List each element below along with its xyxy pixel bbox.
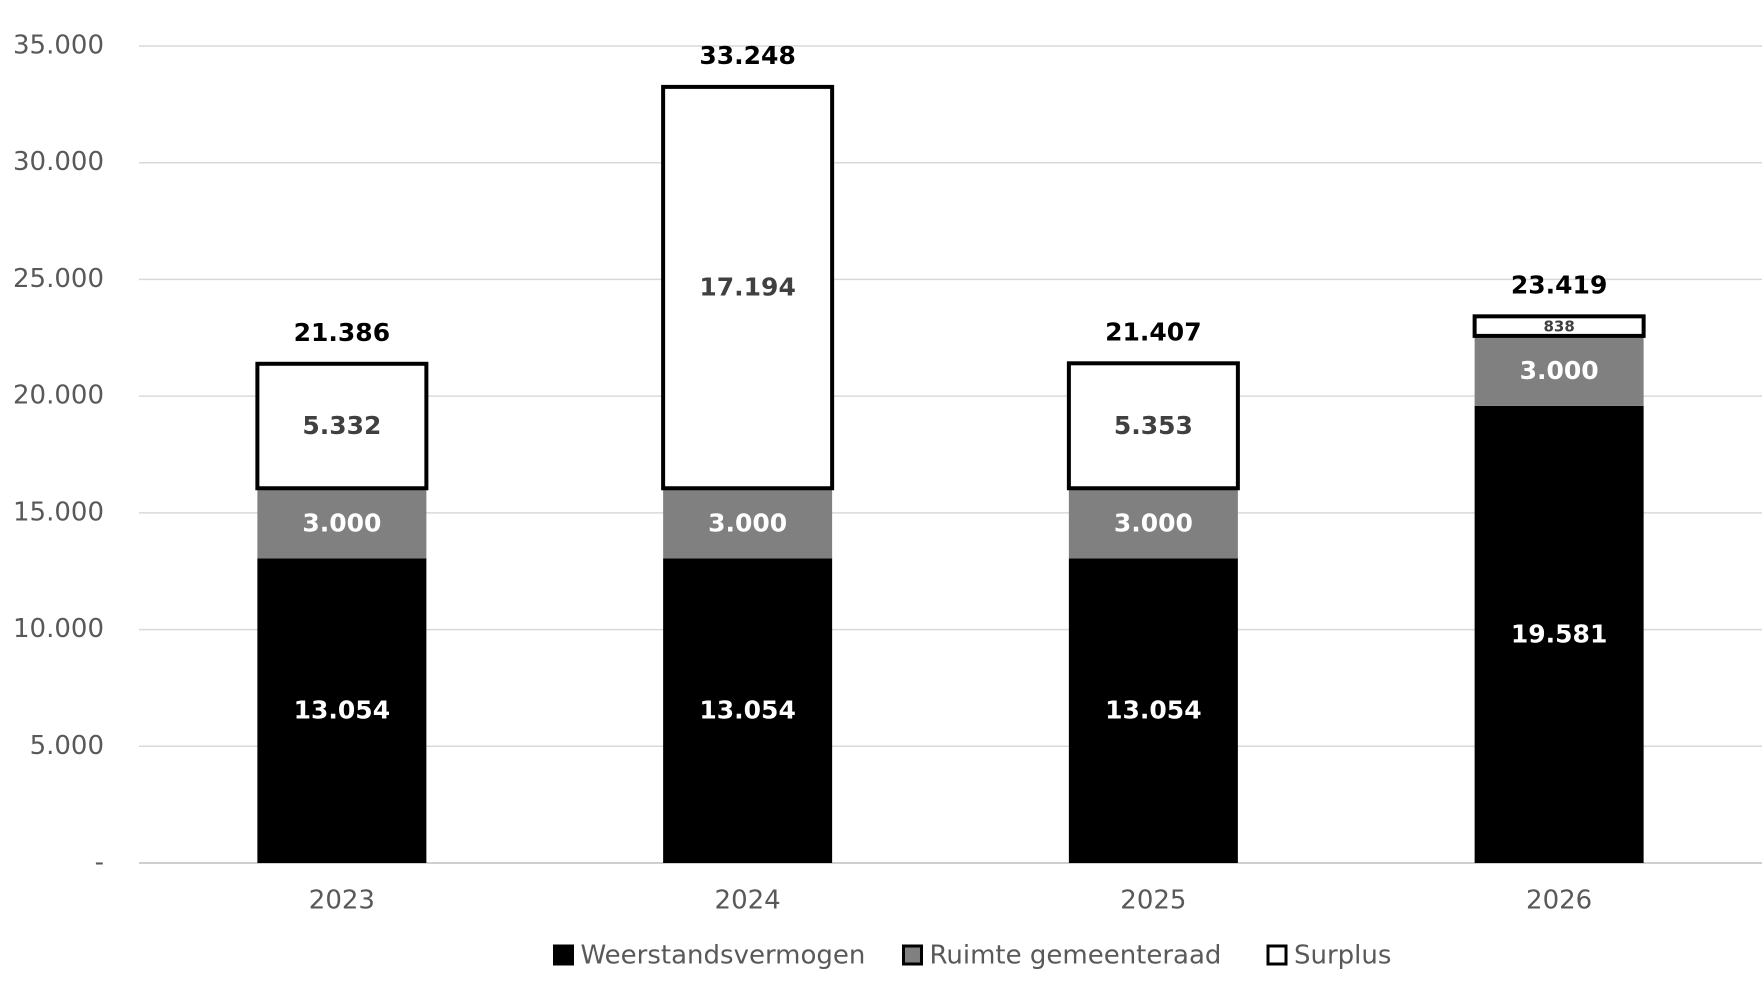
value-label: 3.000 (708, 508, 787, 537)
value-label: 5.353 (1114, 411, 1193, 440)
x-tick-label: 2026 (1526, 886, 1592, 916)
y-tick-label: - (95, 848, 104, 878)
legend-swatch (553, 944, 574, 966)
value-label: 838 (1543, 318, 1574, 336)
bar-segment (663, 558, 833, 863)
bar-segment (1068, 558, 1238, 863)
legend-label: Weerstandsvermogen (581, 941, 866, 971)
x-tick-label: 2023 (309, 886, 375, 916)
y-tick-label: 15.000 (13, 497, 104, 527)
y-tick-label: 10.000 (13, 614, 104, 644)
legend-label: Ruimte gemeenteraad (930, 941, 1222, 971)
value-label: 19.581 (1511, 619, 1607, 648)
value-label: 3.000 (1520, 356, 1599, 385)
value-label: 13.054 (699, 696, 795, 725)
bar-segment (257, 558, 427, 863)
bar-segment (1066, 361, 1240, 491)
value-label: 13.054 (1105, 696, 1201, 725)
total-label: 23.419 (1511, 270, 1607, 299)
total-label: 21.386 (294, 318, 390, 347)
y-tick-label: 20.000 (13, 381, 104, 411)
value-label: 3.000 (1114, 508, 1193, 537)
legend-label: Surplus (1294, 941, 1391, 971)
bar-segment (1472, 314, 1646, 338)
bar-segment (255, 361, 429, 491)
value-label: 3.000 (302, 508, 381, 537)
y-tick-label: 35.000 (13, 31, 104, 61)
x-tick-label: 2024 (715, 886, 781, 916)
bar-segment (661, 84, 835, 491)
total-label: 21.407 (1105, 317, 1201, 346)
legend-swatch (902, 944, 923, 966)
bar-segment (1474, 405, 1644, 863)
x-tick-label: 2025 (1120, 886, 1186, 916)
bar-segment (257, 488, 427, 559)
bar-segment (663, 488, 833, 559)
bar-segment (1068, 488, 1238, 559)
bar-segment (1474, 335, 1644, 406)
legend-swatch (1266, 944, 1288, 966)
y-tick-label: 5.000 (30, 731, 104, 761)
y-tick-label: 30.000 (13, 147, 104, 177)
value-label: 13.054 (294, 696, 390, 725)
value-label: 5.332 (302, 411, 381, 440)
value-label: 17.194 (699, 273, 795, 302)
y-tick-label: 25.000 (13, 264, 104, 294)
total-label: 33.248 (699, 41, 795, 70)
